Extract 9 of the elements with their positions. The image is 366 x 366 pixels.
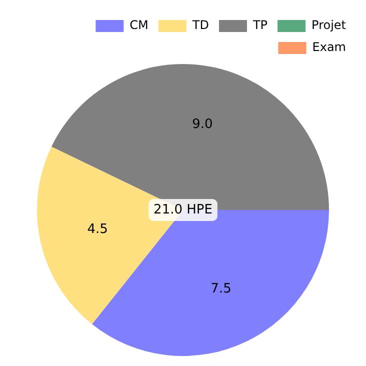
data-label: 7.5	[210, 281, 232, 296]
data-label: 4.5	[87, 222, 108, 237]
legend-label: Exam	[312, 40, 346, 54]
legend-label: TD	[191, 18, 209, 32]
data-label: 9.0	[192, 116, 213, 132]
text: 21.0 HPE	[154, 202, 212, 218]
legend-label: TP	[252, 18, 268, 32]
legend-label: CM	[130, 18, 148, 32]
legend-label: Projet	[312, 18, 346, 32]
